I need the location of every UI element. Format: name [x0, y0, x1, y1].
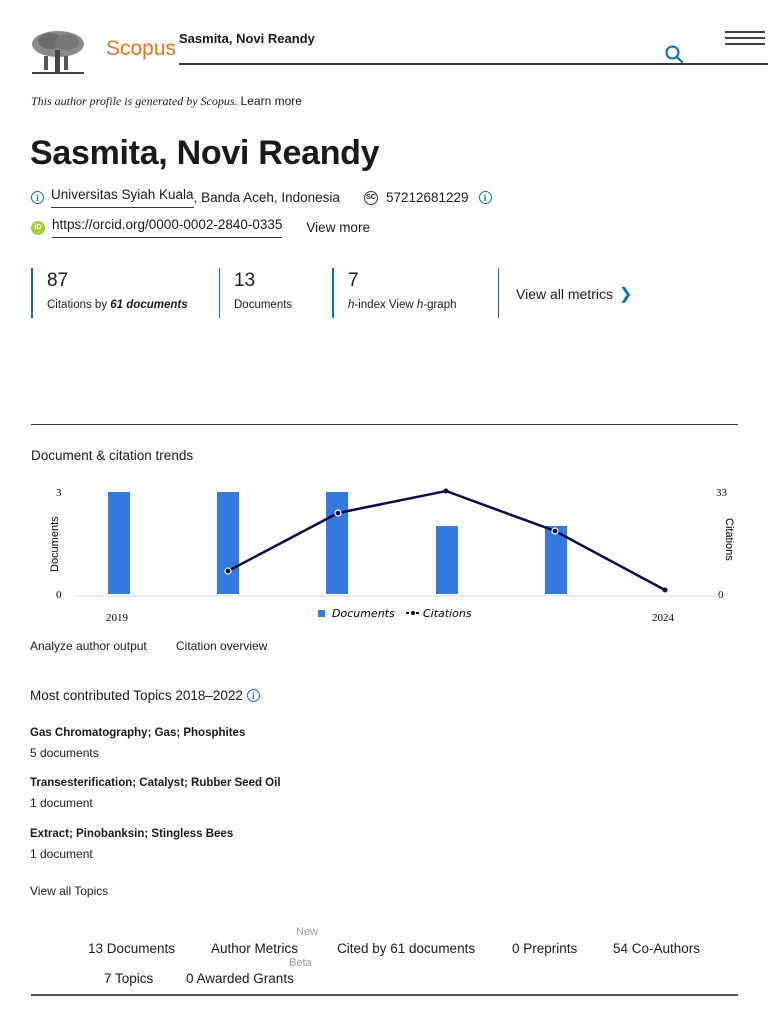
scopus-author-id: 57212681229: [385, 190, 469, 205]
beta-badge: Beta: [289, 957, 312, 969]
orcid-row: iD https://orcid.org/0000-0002-2840-0335…: [31, 217, 370, 238]
topic-name[interactable]: Transesterification; Catalyst; Rubber Se…: [30, 777, 281, 789]
h-italic: h: [348, 299, 355, 311]
orcid-link[interactable]: https://orcid.org/0000-0002-2840-0335: [52, 217, 283, 238]
topic-name[interactable]: Gas Chromatography; Gas; Phosphites: [30, 727, 246, 739]
citing-documents-link[interactable]: 61 documents: [110, 299, 188, 311]
y-axis-label-right: Citations: [723, 518, 735, 561]
citations-label-prefix: Citations by: [47, 299, 111, 311]
documents-bars: [108, 492, 567, 594]
x-tick-2024: 2024: [652, 612, 675, 624]
h-index-value: 7: [348, 270, 359, 291]
topics-info-icon[interactable]: i: [246, 689, 260, 702]
bar-2023[interactable]: [545, 526, 567, 594]
affiliation-location: , Banda Aceh, Indonesia: [193, 190, 340, 205]
view-all-metrics-link[interactable]: View all metrics ❯: [516, 284, 632, 304]
page-title: Sasmita, Novi Reandy: [30, 134, 380, 172]
metrics-divider: [498, 268, 499, 318]
menu-bar: [725, 31, 765, 33]
metric-h-index[interactable]: 7 h-index View h-graph: [332, 268, 472, 318]
orcid-icon: iD: [31, 220, 45, 235]
h-graph-link[interactable]: -graph: [423, 299, 457, 311]
h-index-label: h-index View h-graph: [348, 299, 472, 311]
citation-overview-link[interactable]: Citation overview: [176, 639, 268, 653]
hamburger-menu-icon[interactable]: [725, 31, 765, 47]
chevron-right-icon: ❯: [619, 286, 633, 303]
metric-documents[interactable]: 13 Documents: [219, 268, 329, 318]
bar-2021[interactable]: [326, 492, 348, 594]
tab-topics[interactable]: 7 Topics: [104, 971, 154, 986]
legend-documents-label: Documents: [332, 607, 395, 620]
profile-notice: This author profile is generated by Scop…: [31, 94, 302, 109]
y-tick-right-0: 0: [718, 589, 724, 601]
point-2023[interactable]: [551, 527, 559, 535]
header-search-underline: [179, 63, 768, 65]
point-2021[interactable]: [334, 509, 342, 517]
point-2022[interactable]: [443, 488, 449, 494]
documents-label: Documents: [234, 299, 293, 311]
bar-2022[interactable]: [436, 526, 458, 594]
y-tick-right-33: 33: [716, 487, 728, 499]
bar-2020[interactable]: [217, 492, 239, 594]
h-index-text: -index View: [354, 299, 417, 311]
bar-2019[interactable]: [108, 492, 130, 594]
topic-count: 1 document: [30, 847, 93, 861]
y-tick-left-3: 3: [56, 487, 62, 499]
tab-co-authors[interactable]: 54 Co-Authors: [613, 941, 701, 956]
tab-awarded-grants[interactable]: 0 Awarded Grants: [186, 971, 294, 986]
citations-label: Citations by 61 documents: [47, 299, 216, 311]
point-2024[interactable]: [662, 587, 668, 593]
scopus-id-icon: SC: [363, 190, 378, 205]
tab-preprints[interactable]: 0 Preprints: [512, 941, 578, 956]
topic-item[interactable]: Extract; Pinobanksin; Stingless Bees 1 d…: [30, 828, 233, 861]
x-tick-2019: 2019: [106, 612, 129, 624]
new-badge: New: [296, 926, 319, 938]
view-all-metrics-label: View all metrics: [516, 286, 613, 302]
profile-notice-text: This author profile is generated by Scop…: [31, 94, 238, 108]
view-all-topics-link[interactable]: View all Topics: [30, 884, 109, 898]
info-icon[interactable]: i: [31, 191, 44, 204]
metric-citations[interactable]: 87 Citations by 61 documents: [31, 268, 216, 318]
legend-citations-dot: [411, 611, 415, 615]
document-citation-chart: 3 0 33 0 Documents Citations 2019 2024 D…: [49, 487, 735, 624]
tab-documents[interactable]: 13 Documents: [88, 941, 176, 956]
section-divider: [31, 424, 738, 425]
analyze-author-output-link[interactable]: Analyze author output: [30, 639, 147, 653]
topic-count: 1 document: [30, 796, 93, 810]
affiliation-link[interactable]: Universitas Syiah Kuala: [51, 187, 194, 208]
topic-item[interactable]: Transesterification; Catalyst; Rubber Se…: [30, 777, 281, 810]
legend-citations-label: Citations: [423, 607, 472, 620]
tab-author-metrics[interactable]: Author Metrics: [211, 941, 299, 956]
scopus-id-info-icon[interactable]: i: [478, 191, 492, 204]
scopus-brand-logo[interactable]: Scopus: [106, 37, 177, 60]
topic-count: 5 documents: [30, 746, 99, 760]
trends-title: Document & citation trends: [31, 448, 194, 463]
h-italic: h: [416, 299, 424, 311]
legend-documents-swatch: [318, 610, 325, 617]
citations-value: 87: [47, 270, 69, 291]
view-more-link[interactable]: View more: [306, 220, 370, 235]
tabs-underline: [31, 994, 738, 996]
topics-title: Most contributed Topics 2018–2022: [30, 688, 243, 703]
search-icon[interactable]: [664, 44, 684, 64]
citations-points: [224, 488, 668, 593]
menu-bar: [725, 43, 765, 45]
y-axis-label-left: Documents: [49, 516, 61, 572]
header-author-name: Sasmita, Novi Reandy: [179, 31, 315, 46]
topic-item[interactable]: Gas Chromatography; Gas; Phosphites 5 do…: [30, 727, 245, 760]
affiliation-row: i Universitas Syiah Kuala , Banda Aceh, …: [31, 187, 492, 208]
elsevier-logo-icon[interactable]: [30, 30, 86, 76]
learn-more-link[interactable]: Learn more: [240, 94, 302, 108]
point-2020[interactable]: [224, 567, 232, 575]
tab-cited-by[interactable]: Cited by 61 documents: [337, 941, 476, 956]
y-tick-left-0: 0: [56, 589, 62, 601]
topics-header: Most contributed Topics 2018–2022 i: [30, 688, 260, 703]
topic-name[interactable]: Extract; Pinobanksin; Stingless Bees: [30, 828, 234, 840]
documents-value: 13: [234, 270, 256, 291]
menu-bar: [725, 37, 765, 39]
